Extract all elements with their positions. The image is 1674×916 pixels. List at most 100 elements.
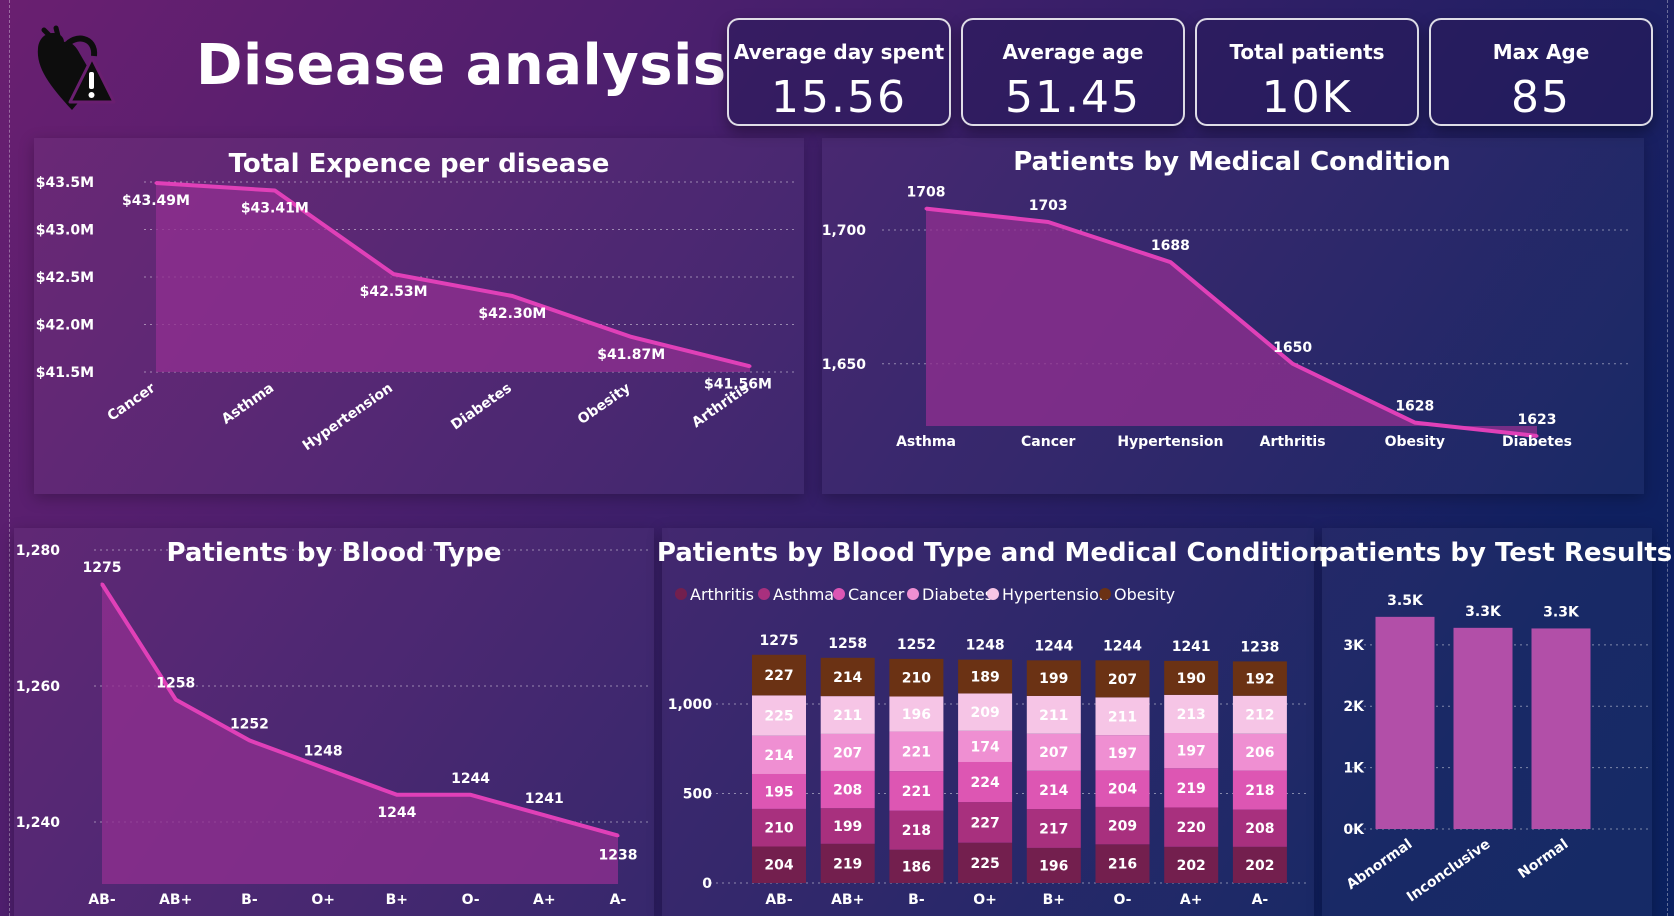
x-tick-label: A- <box>610 892 627 908</box>
kpi-card-total-patients[interactable]: Total patients 10K <box>1195 18 1419 126</box>
legend-marker <box>1099 588 1111 600</box>
kpi-card-average-day-spent[interactable]: Average day spent 15.56 <box>727 18 951 126</box>
chart-legend: Arthritis Asthma Cancer Diabetes Hypertensio… <box>675 585 1175 604</box>
bar-segment <box>889 810 944 850</box>
x-tick-label: A+ <box>1180 892 1203 908</box>
y-tick-label: 1K <box>1343 761 1365 777</box>
bar-segment <box>1026 695 1081 734</box>
bar-segment-label: 219 <box>1177 781 1206 797</box>
bar-segment-label: 202 <box>1177 858 1206 874</box>
chart-total-expense-per-disease[interactable]: Total Expence per disease $41.5M $42.0M $4… <box>34 138 804 494</box>
bar-segment-label: 195 <box>764 784 793 800</box>
bar-total-label: 1258 <box>828 636 867 652</box>
bar-total-label: 1238 <box>1240 639 1279 655</box>
bar-segment-label: 224 <box>970 775 999 791</box>
data-label: 3.3K <box>1465 604 1502 620</box>
data-label: $42.53M <box>360 284 428 300</box>
bar-segment <box>1026 847 1081 883</box>
bar-segment <box>1164 732 1219 769</box>
data-label: 1244 <box>377 805 416 821</box>
y-tick-label: $42.0M <box>36 318 94 334</box>
bar-segment-label: 207 <box>833 745 862 761</box>
legend-marker <box>907 588 919 600</box>
data-point <box>392 272 396 276</box>
bar <box>1375 616 1435 829</box>
data-label: $41.87M <box>597 347 665 363</box>
x-tick-label: Diabetes <box>448 380 514 433</box>
data-point <box>629 335 633 339</box>
y-tick-label: 3K <box>1343 638 1365 654</box>
bar-segment <box>889 731 944 772</box>
y-tick-label: 500 <box>683 787 712 803</box>
legend-marker <box>833 588 845 600</box>
x-tick-label: Asthma <box>219 380 277 427</box>
kpi-card-average-age[interactable]: Average age 51.45 <box>961 18 1185 126</box>
kpi-card-max-age[interactable]: Max Age 85 <box>1429 18 1653 126</box>
chart-patients-by-blood-type[interactable]: Patients by Blood Type 1,240 1,260 1,280 12… <box>14 528 654 916</box>
chart-title: patients by Test Results <box>1320 538 1673 568</box>
x-tick-label: O+ <box>311 892 335 908</box>
bar-segment <box>752 846 806 883</box>
x-tick-label: Normal <box>1515 836 1571 882</box>
x-tick-label: B- <box>241 892 258 908</box>
bar-segment <box>1164 768 1219 808</box>
bar <box>1453 627 1513 829</box>
bar <box>1531 628 1591 829</box>
legend-item-label: Diabetes <box>922 585 993 604</box>
bar-segment-label: 219 <box>833 856 862 872</box>
y-tick-label: 1,000 <box>668 697 713 713</box>
bar-segment <box>1232 695 1287 734</box>
bar-segment <box>1164 846 1219 883</box>
legend-item-label: Hypertension <box>1002 585 1109 604</box>
series-line <box>155 180 751 369</box>
bar-total-label: 1244 <box>1034 638 1073 654</box>
bar-total-label: 1252 <box>897 637 936 653</box>
bar-segment-label: 209 <box>970 705 999 721</box>
series-line <box>100 582 619 838</box>
chart-patients-by-test-results[interactable]: patients by Test Results 0K 1K 2K 3K 3.5K Abn… <box>1320 528 1672 916</box>
bar-segment <box>1095 697 1150 736</box>
x-tick-label: B+ <box>1043 892 1065 908</box>
bar-total-label: 1241 <box>1172 639 1211 655</box>
data-point <box>321 766 325 770</box>
data-label: 1248 <box>304 744 343 760</box>
data-point <box>510 294 514 298</box>
data-label: 1708 <box>907 185 946 201</box>
x-tick-label: Hypertension <box>300 380 396 454</box>
bar-segment-label: 190 <box>1177 671 1206 687</box>
data-label: 3.5K <box>1387 593 1424 609</box>
legend-marker <box>675 588 687 600</box>
data-point <box>924 207 928 211</box>
data-label: $43.41M <box>241 201 309 217</box>
chart-title: Patients by Medical Condition <box>1013 147 1451 177</box>
plot-area: 0K 1K 2K 3K 3.5K Abnormal 3.3K Inconclusive 3.3K… <box>1343 593 1648 905</box>
x-tick-label: O- <box>462 892 480 908</box>
legend-marker <box>758 588 770 600</box>
bar-segment-label: 209 <box>1108 819 1137 835</box>
data-label: 3.3K <box>1543 604 1580 620</box>
bar-segment <box>1164 694 1219 733</box>
data-label: 1688 <box>1151 238 1190 254</box>
bar-segment-label: 216 <box>1108 857 1137 873</box>
data-label: 1703 <box>1029 198 1068 214</box>
x-tick-label: Diabetes <box>1502 434 1572 450</box>
chart-title: Patients by Blood Type and Medical Condi… <box>657 538 1327 568</box>
bar-segment-label: 218 <box>1245 783 1274 799</box>
y-tick-label: 0K <box>1343 822 1365 838</box>
bar-segment <box>1026 770 1081 810</box>
bar-segment <box>820 808 875 844</box>
kpi-label: Average age <box>1002 40 1144 64</box>
bar-segment-label: 214 <box>1039 783 1068 799</box>
bar-segment <box>1232 661 1287 696</box>
x-tick-label: B+ <box>386 892 408 908</box>
chart-patients-by-blood-type-and-condition[interactable]: Patients by Blood Type and Medical Condi… <box>657 528 1327 916</box>
kpi-value: 85 <box>1511 72 1571 123</box>
bar-segment-label: 218 <box>902 823 931 839</box>
bar-segment-label: 214 <box>833 670 862 686</box>
chart-patients-by-medical-condition[interactable]: Patients by Medical Condition 1,650 1,700… <box>822 138 1644 494</box>
bar-segment-label: 220 <box>1177 820 1206 836</box>
x-tick-label: Cancer <box>105 380 159 424</box>
bar-segment-label: 189 <box>970 670 999 686</box>
bar-segment <box>820 733 875 771</box>
y-tick-label: $43.0M <box>36 223 94 239</box>
